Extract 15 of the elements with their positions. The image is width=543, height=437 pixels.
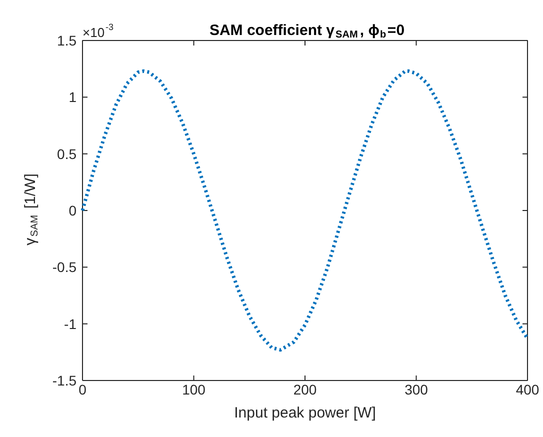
y-tick-label: 1.5 [57,32,77,48]
y-tick-label: -0.5 [52,259,77,276]
x-tick-label: 300 [404,382,428,398]
x-axis-title: Input peak power [W] [234,404,376,422]
y-tick-label: -1 [64,316,77,332]
x-tick-label: 0 [78,382,87,398]
x-tick-label: 200 [293,382,317,398]
y-tick-label: -1.5 [52,372,77,388]
y-tick-label: 0.5 [57,146,77,162]
line-series [80,69,530,352]
y-axis-title: γSAM [1/W] [22,174,40,246]
y-tick-label: 0 [68,202,77,218]
x-tick-label: 400 [516,382,540,398]
x-tick-label: 100 [182,382,206,398]
y-tick-label: 1 [68,89,77,106]
